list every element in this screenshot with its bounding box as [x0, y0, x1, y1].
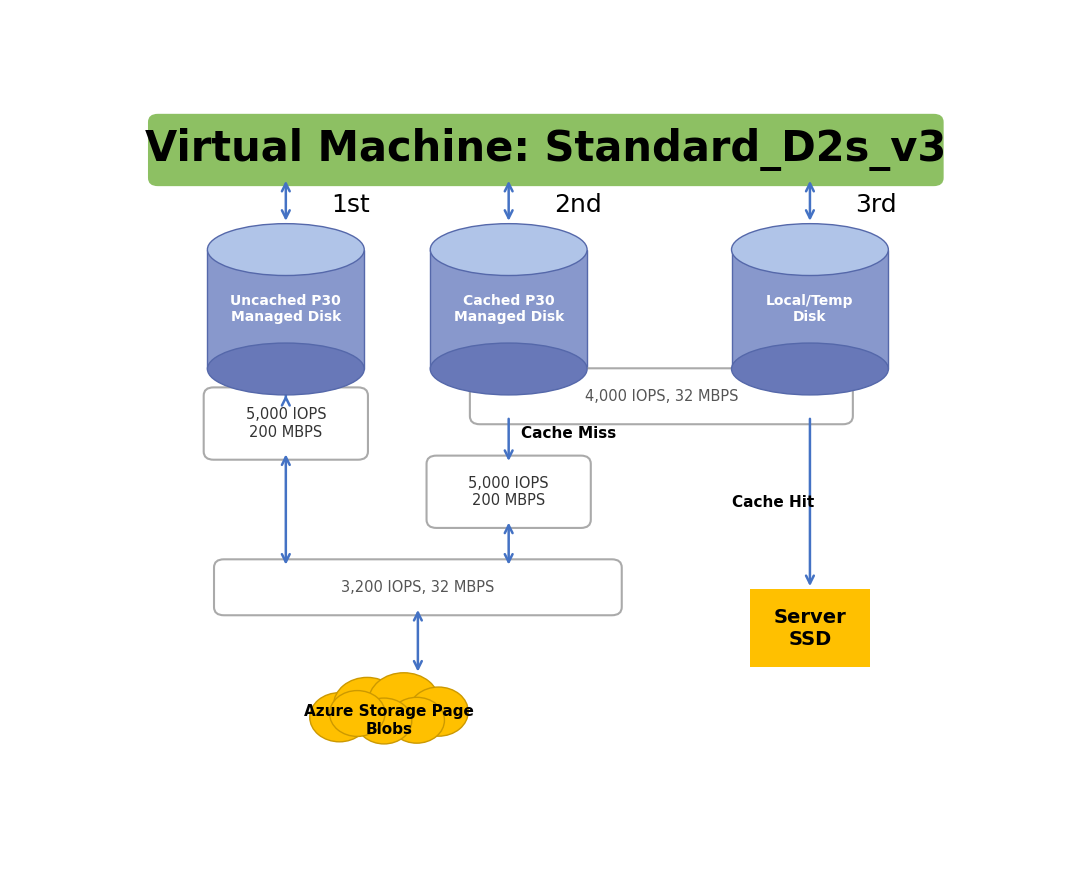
Circle shape	[409, 687, 469, 736]
FancyBboxPatch shape	[214, 559, 622, 615]
Text: 5,000 IOPS
200 MBPS: 5,000 IOPS 200 MBPS	[246, 408, 326, 439]
Text: Local/Temp
Disk: Local/Temp Disk	[766, 294, 854, 324]
Text: 1st: 1st	[331, 193, 370, 217]
Text: 4,000 IOPS, 32 MBPS: 4,000 IOPS, 32 MBPS	[585, 389, 738, 404]
Text: Cache Hit: Cache Hit	[732, 495, 814, 510]
Text: Virtual Machine: Standard_D2s_v3: Virtual Machine: Standard_D2s_v3	[145, 128, 947, 172]
Ellipse shape	[430, 343, 587, 395]
Text: 5,000 IOPS
200 MBPS: 5,000 IOPS 200 MBPS	[469, 476, 548, 508]
Text: Server
SSD: Server SSD	[773, 608, 847, 649]
FancyBboxPatch shape	[203, 387, 367, 460]
Ellipse shape	[732, 343, 888, 395]
FancyBboxPatch shape	[148, 113, 944, 186]
Circle shape	[368, 672, 440, 732]
Polygon shape	[732, 250, 888, 369]
Ellipse shape	[732, 223, 888, 276]
Circle shape	[333, 678, 400, 733]
Circle shape	[357, 698, 412, 744]
Circle shape	[310, 693, 370, 742]
Text: Azure Storage Page
Blobs: Azure Storage Page Blobs	[304, 704, 474, 736]
FancyBboxPatch shape	[470, 369, 853, 424]
Text: Cached P30
Managed Disk: Cached P30 Managed Disk	[454, 294, 563, 324]
Polygon shape	[430, 250, 587, 369]
Ellipse shape	[208, 223, 364, 276]
Circle shape	[389, 697, 444, 743]
Bar	[750, 589, 870, 667]
Polygon shape	[208, 250, 364, 369]
Text: 3,200 IOPS, 32 MBPS: 3,200 IOPS, 32 MBPS	[341, 579, 494, 595]
FancyBboxPatch shape	[427, 455, 591, 528]
Ellipse shape	[430, 223, 587, 276]
Text: Uncached P30
Managed Disk: Uncached P30 Managed Disk	[230, 294, 341, 324]
Text: 2nd: 2nd	[554, 193, 602, 217]
Text: Cache Miss: Cache Miss	[521, 425, 617, 440]
Text: 3rd: 3rd	[855, 193, 897, 217]
Ellipse shape	[208, 343, 364, 395]
Circle shape	[329, 690, 386, 736]
